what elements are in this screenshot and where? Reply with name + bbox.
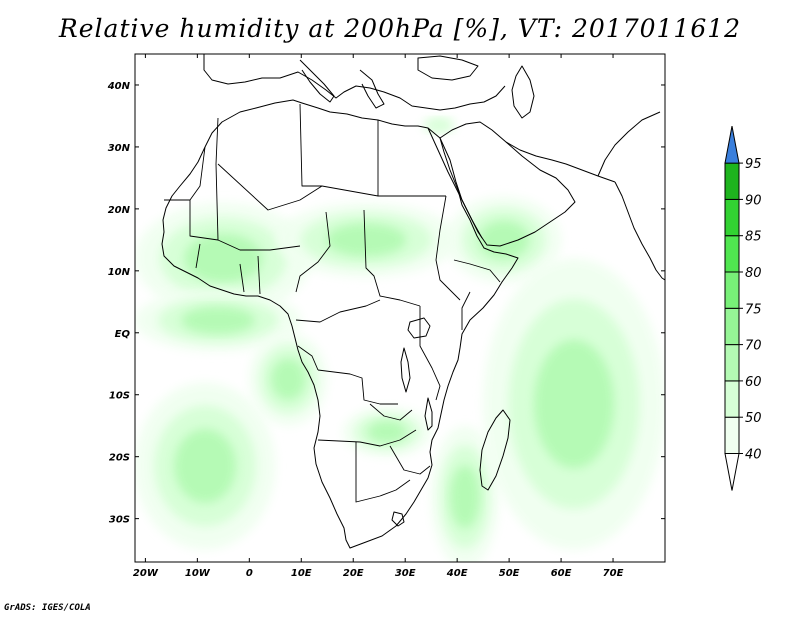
red-sea-coast [427,127,483,239]
country-borders [164,103,501,503]
y-tick-label: 10S [109,391,130,402]
colorbar-label: 75 [745,302,762,317]
humidity-patch-equatorial-atlantic [181,306,255,335]
geography-layer [161,54,665,549]
colorbar-segment [724,416,740,455]
greece-outline [359,69,385,109]
plot-frame [134,53,666,563]
humidity-patch-mozambique-channel [450,465,480,529]
x-tick-label: 70E [603,568,624,579]
humidity-patch-south-atlantic [174,429,237,503]
madagascar-outline [479,409,511,491]
colorbar-segment [724,162,740,200]
x-tick-label: 30E [395,568,416,579]
humidity-patch-indian-ocean [534,339,615,469]
lake-victoria [407,317,431,339]
y-tick-label: 30S [109,515,130,526]
colorbar-label: 95 [745,157,762,172]
caspian-outline [511,65,535,119]
africa-coastline [161,99,519,549]
map-title: Relative humidity at 200hPa [%], VT: 201… [58,14,742,43]
colorbar-label: 70 [745,339,762,354]
colorbar-label: 80 [745,266,762,281]
colorbar-segment [724,307,740,346]
x-tick-label: 10E [291,568,312,579]
india-north-border [597,111,661,177]
colorbar-over-triangle [724,126,740,164]
y-axis: 40N 30N 20N 10N EQ 10S 20S 30S [107,81,665,526]
humidity-patch-arabian-sea-band [478,220,530,259]
grads-credit: GrADS: IGES/COLA [4,603,91,613]
colorbar-segment [724,344,740,382]
x-tick-label: 20E [343,568,364,579]
x-tick-label: 0 [246,568,253,579]
humidity-shading [135,115,665,562]
iran-coast [505,141,616,183]
y-tick-label: 40N [107,81,131,92]
x-tick-label: 20W [133,568,159,579]
y-tick-label: 10N [108,267,131,278]
colorbar-label: 85 [745,230,762,245]
colorbar-segment [724,198,740,237]
colorbar-under-triangle [724,453,740,491]
x-tick-label: 10W [185,568,211,579]
y-tick-label: EQ [115,329,131,340]
colorbar-label: 40 [745,448,762,463]
lake-tanganyika [400,347,411,393]
y-tick-label: 30N [108,143,131,154]
colorbar-label: 50 [745,411,762,426]
y-tick-label: 20N [108,205,131,216]
lake-malawi [424,397,433,431]
lesotho-outline [391,511,405,527]
x-tick-label: 40E [446,568,468,579]
india-coastline [614,181,665,281]
colorbar-segment [724,235,740,273]
humidity-patch-sahel-band [326,223,407,257]
black-sea-outline [417,55,479,81]
humidity-patch-gulf-of-guinea-south [271,358,306,400]
colorbar-segment [724,271,740,309]
humidity-patch-west-africa-band [184,233,263,283]
colorbar: 40 50 60 70 75 80 85 90 95 [724,126,762,491]
colorbar-label: 60 [745,375,762,390]
italy-outline [299,59,335,103]
x-tick-label: 60E [551,568,572,579]
y-tick-label: 20S [109,453,130,464]
colorbar-segment [724,380,740,418]
x-axis: 20W 10W 0 10E 20E 30E 40E 50E 60E 70E [133,54,624,579]
x-tick-label: 50E [499,568,520,579]
humidity-patch-levant [425,118,453,132]
humidity-patch-central-africa [367,420,407,443]
colorbar-label: 90 [745,193,762,208]
europe-coastline [203,54,506,111]
